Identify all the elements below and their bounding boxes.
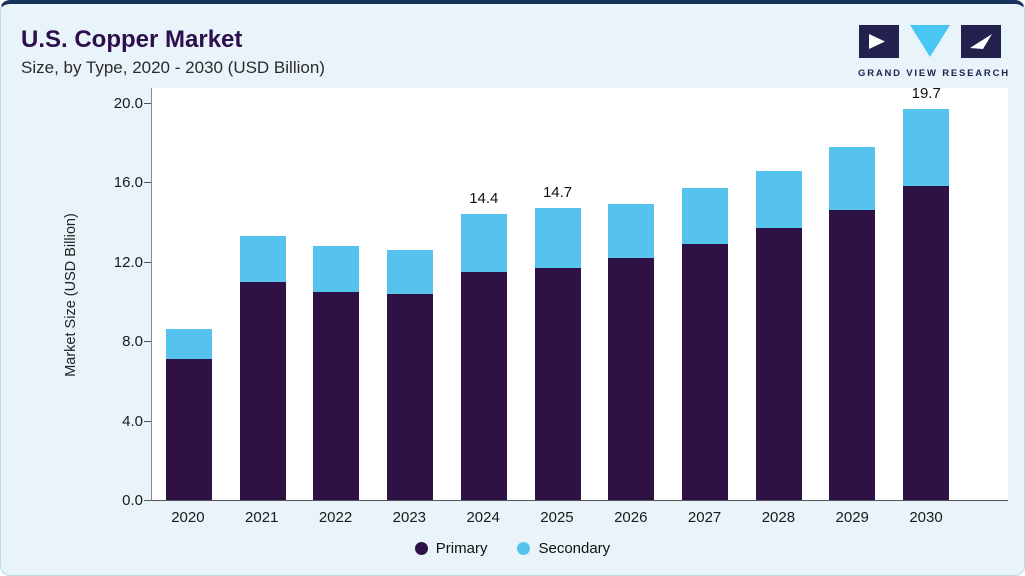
bar-segment-primary-2020 bbox=[165, 359, 212, 500]
bar-segment-secondary-2020 bbox=[165, 329, 212, 360]
logo-text: GRAND VIEW RESEARCH bbox=[858, 68, 1010, 79]
bar-segment-primary-2028 bbox=[755, 228, 802, 500]
legend-label-secondary: Secondary bbox=[538, 540, 611, 557]
x-axis-label-2022: 2022 bbox=[318, 509, 353, 526]
bar-segment-primary-2029 bbox=[829, 210, 876, 500]
stacked-bar-2023 bbox=[387, 249, 434, 500]
stacked-bar-2022 bbox=[313, 245, 360, 500]
y-tick-label-16.0: 16.0 bbox=[113, 174, 143, 192]
y-tick-label-20.0: 20.0 bbox=[113, 95, 143, 112]
bar-group-2028 bbox=[742, 88, 816, 500]
logo-mark-icon bbox=[859, 25, 1001, 58]
brand-logo: GRAND VIEW RESEARCH bbox=[858, 24, 1010, 79]
x-axis-label-2026: 2026 bbox=[614, 509, 648, 526]
x-axis-label-2029: 2029 bbox=[835, 509, 869, 526]
stacked-bar-2027 bbox=[682, 188, 728, 500]
x-axis-label-2025: 2025 bbox=[540, 509, 574, 526]
bar-segment-primary-2024 bbox=[460, 271, 507, 500]
bar-total-label-2030: 19.7 bbox=[911, 84, 941, 102]
x-axis-label-2023: 2023 bbox=[392, 509, 427, 526]
stacked-bar-2028 bbox=[755, 170, 802, 500]
bar-group-2027 bbox=[668, 88, 742, 500]
bar-total-label-2025: 14.7 bbox=[542, 184, 573, 202]
bar-segment-secondary-2024 bbox=[460, 214, 507, 272]
y-axis-title: Market Size (USD Billion) bbox=[59, 88, 83, 501]
bar-segment-primary-2025 bbox=[534, 267, 581, 500]
stacked-bar-2024 bbox=[460, 214, 507, 500]
x-axis-label-2021: 2021 bbox=[245, 509, 279, 526]
stacked-bar-2029 bbox=[829, 146, 876, 500]
bar-segment-secondary-2023 bbox=[387, 249, 434, 294]
bar-segment-secondary-2025 bbox=[534, 208, 581, 268]
bar-segment-secondary-2027 bbox=[682, 188, 728, 244]
legend-item-primary: Primary bbox=[414, 540, 488, 557]
bar-segment-secondary-2021 bbox=[239, 236, 286, 282]
stacked-bar-2026 bbox=[608, 204, 655, 500]
y-tick-label-0.0: 0.0 bbox=[122, 492, 143, 509]
x-axis-label-2020: 2020 bbox=[171, 509, 205, 526]
y-tick-mark-16.0 bbox=[144, 182, 151, 184]
x-axis-label-2030: 2030 bbox=[909, 509, 943, 526]
bar-group-2024: 14.4 bbox=[447, 88, 521, 500]
bar-segment-primary-2026 bbox=[608, 257, 655, 500]
y-tick-mark-8.0 bbox=[144, 341, 151, 343]
stacked-bar-2025 bbox=[534, 208, 581, 500]
stacked-bar-2021 bbox=[239, 236, 286, 500]
legend-item-secondary: Secondary bbox=[517, 540, 610, 557]
plot-area: 14.4 14.7 19.7 bbox=[151, 85, 1008, 501]
bar-segment-secondary-2030 bbox=[903, 108, 950, 187]
y-tick-label-12.0: 12.0 bbox=[113, 253, 143, 271]
legend-dot-secondary-icon bbox=[517, 542, 531, 555]
bar-segment-secondary-2026 bbox=[608, 204, 655, 258]
y-tick-mark-0.0 bbox=[144, 500, 151, 501]
y-tick-mark-4.0 bbox=[144, 420, 151, 422]
y-tick-label-8.0: 8.0 bbox=[122, 333, 143, 351]
x-axis-label-2024: 2024 bbox=[466, 509, 500, 526]
bar-group-2022 bbox=[299, 88, 373, 500]
page-title: U.S. Copper Market bbox=[21, 26, 243, 53]
bar-total-label-2024: 14.4 bbox=[469, 190, 499, 208]
stacked-bar-2020 bbox=[165, 329, 212, 500]
bar-group-2026 bbox=[594, 88, 668, 500]
bar-segment-primary-2027 bbox=[682, 243, 728, 500]
bar-group-2020 bbox=[152, 88, 226, 500]
bar-segment-primary-2023 bbox=[387, 293, 434, 500]
y-axis-title-text: Market Size (USD Billion) bbox=[63, 212, 80, 377]
bar-segment-primary-2021 bbox=[239, 281, 286, 500]
y-tick-mark-12.0 bbox=[144, 261, 151, 263]
bar-segment-primary-2030 bbox=[903, 186, 950, 500]
bar-segment-secondary-2029 bbox=[829, 146, 876, 211]
legend: Primary Secondary bbox=[1, 540, 1024, 557]
stacked-bar-2030 bbox=[903, 108, 950, 500]
bar-segment-secondary-2028 bbox=[755, 170, 802, 229]
bar-group-2023 bbox=[373, 88, 447, 500]
chart-subtitle: Size, by Type, 2020 - 2030 (USD Billion) bbox=[21, 58, 325, 77]
y-tick-mark-20.0 bbox=[144, 103, 151, 104]
x-axis-labels: 2020 2021 2022 2023 2024 2025 2026 2027 2028 2029… bbox=[151, 509, 1008, 526]
legend-label-primary: Primary bbox=[435, 540, 488, 557]
bar-group-2021 bbox=[226, 88, 300, 500]
x-axis-label-2028: 2028 bbox=[761, 509, 796, 526]
bar-segment-primary-2022 bbox=[313, 291, 360, 500]
bar-group-2025: 14.7 bbox=[521, 88, 595, 500]
bar-segment-secondary-2022 bbox=[313, 245, 360, 292]
y-tick-label-4.0: 4.0 bbox=[122, 412, 143, 430]
legend-dot-primary-icon bbox=[414, 542, 428, 555]
bar-group-2030: 19.7 bbox=[889, 85, 963, 500]
x-axis-label-2027: 2027 bbox=[687, 509, 722, 526]
bar-group-2029 bbox=[816, 88, 890, 500]
